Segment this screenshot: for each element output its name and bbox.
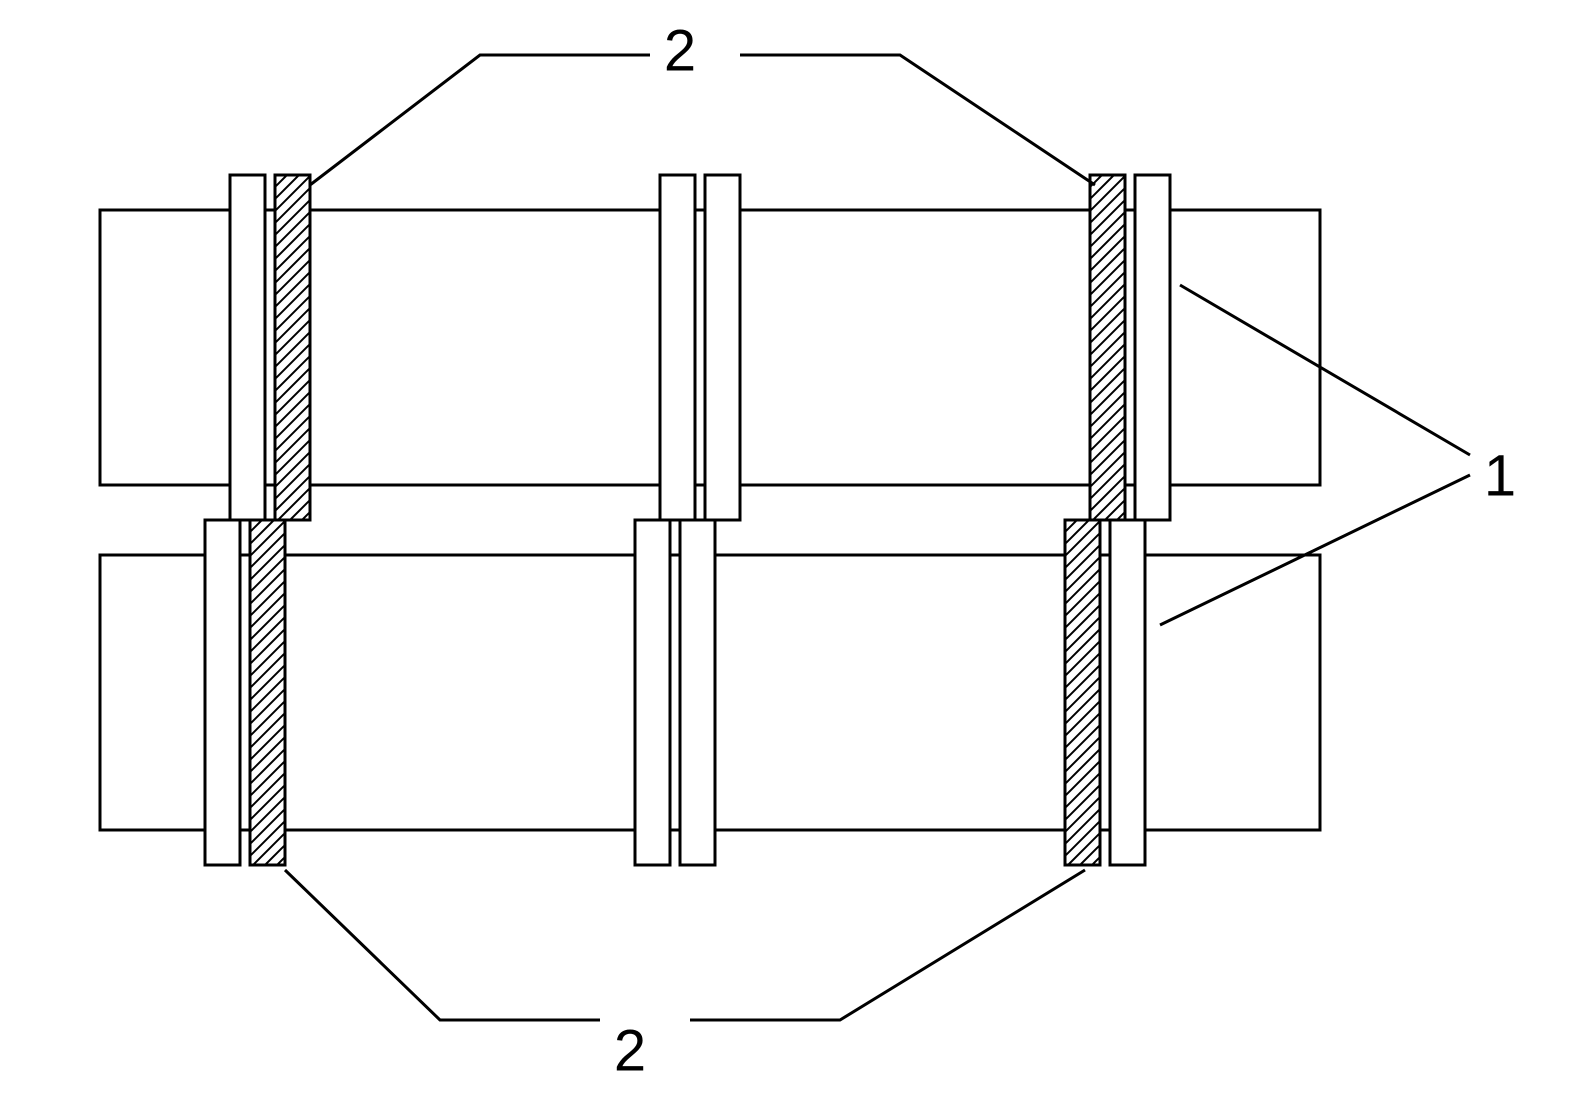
label-1-right: 1 — [1484, 443, 1516, 508]
diagram-container: 2 2 1 — [0, 0, 1574, 1112]
technical-diagram: 2 2 1 — [0, 0, 1574, 1112]
label-2-bottom: 2 — [614, 1018, 646, 1083]
label-2-top: 2 — [664, 18, 696, 83]
